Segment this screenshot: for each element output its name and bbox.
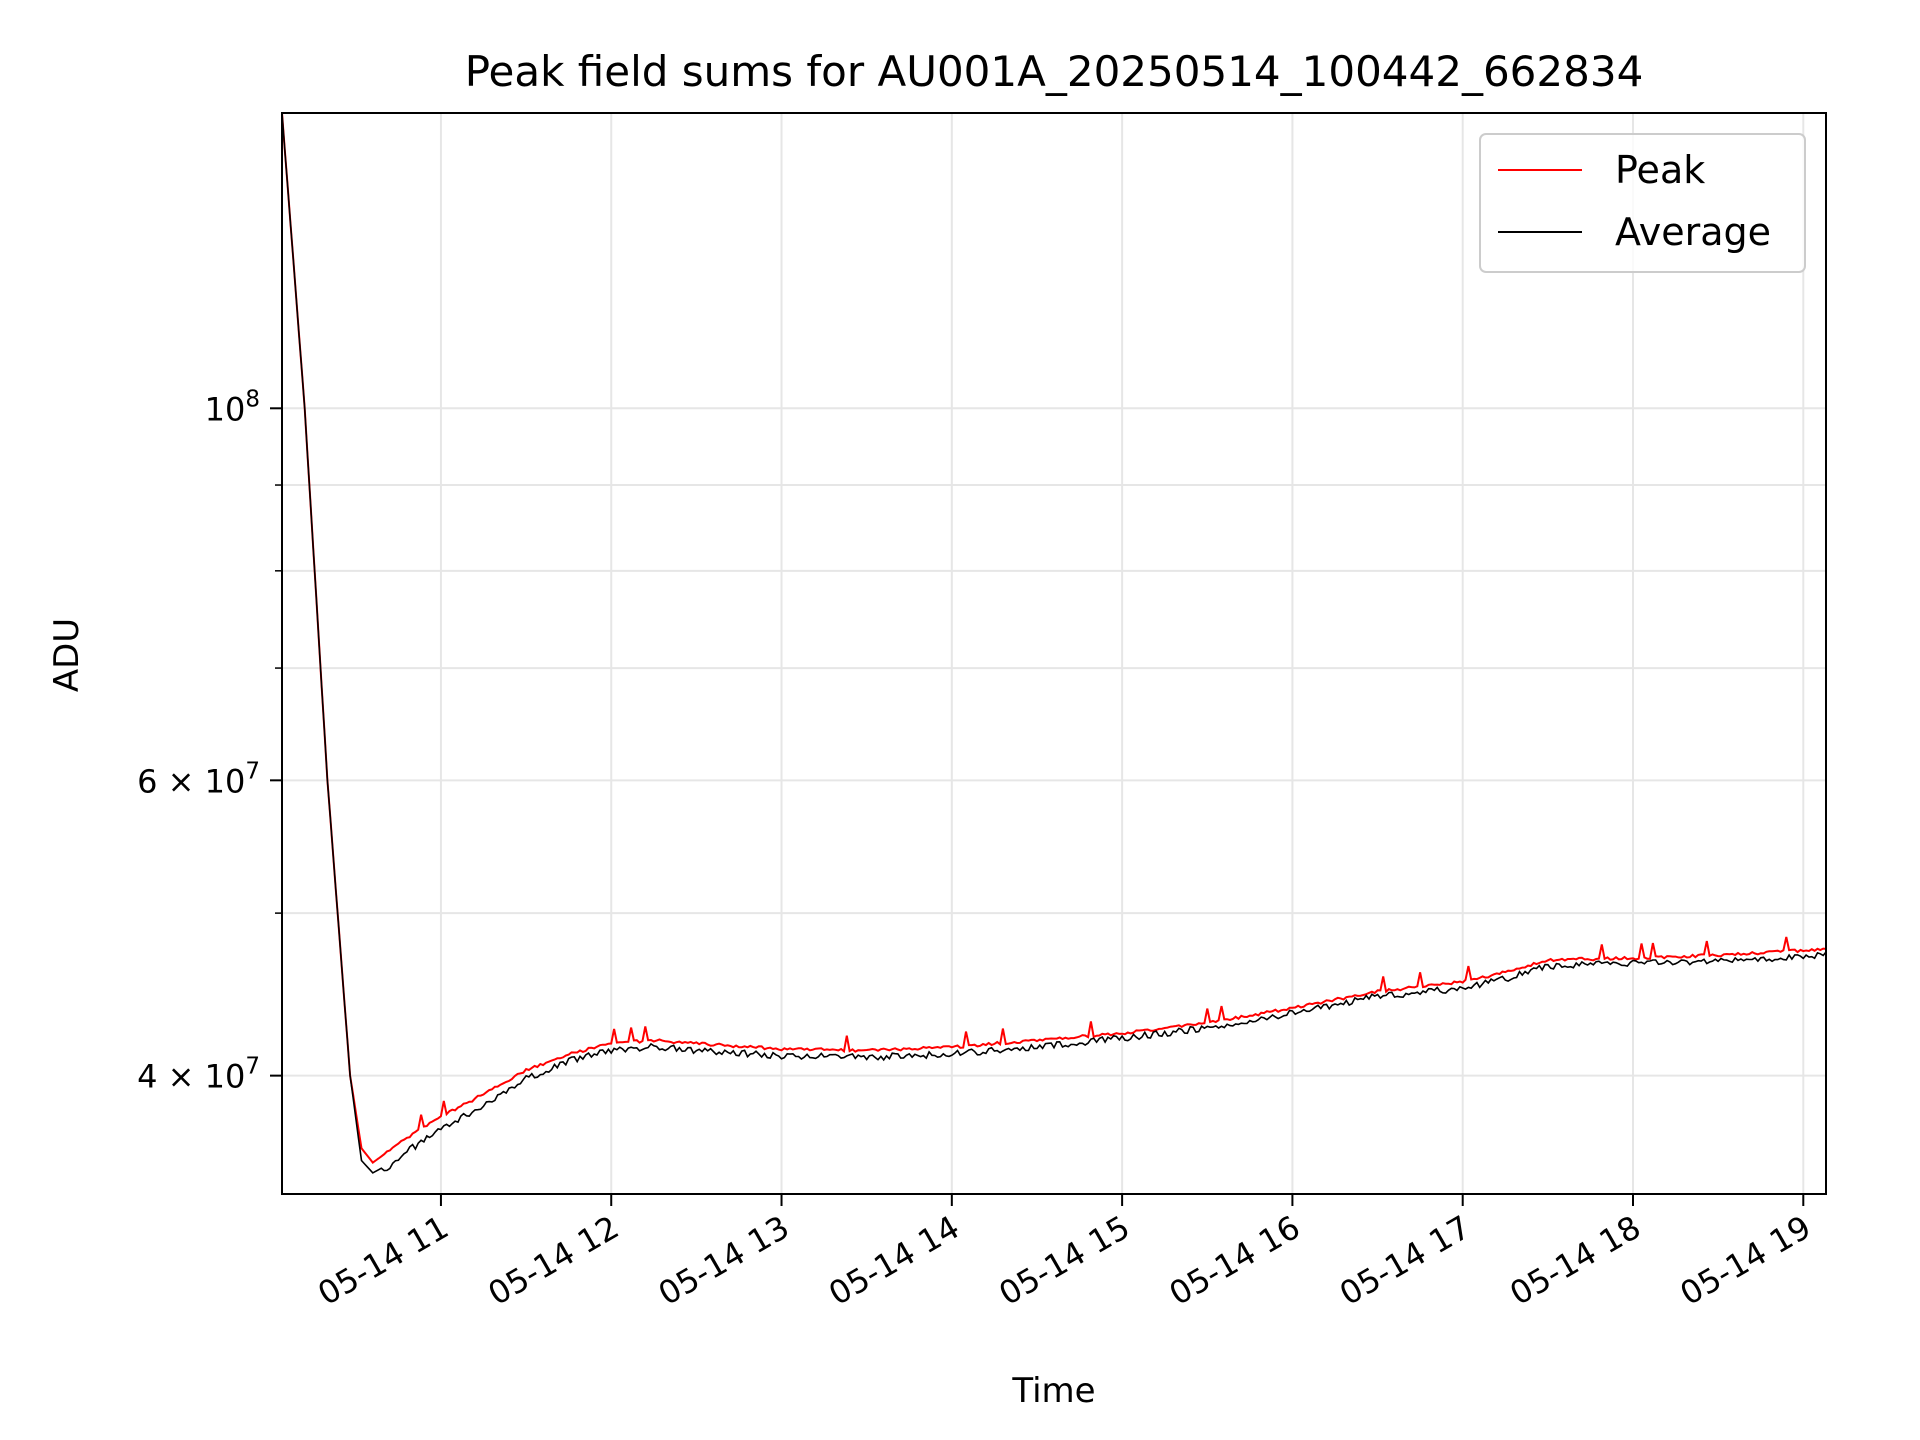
plot-lines: [282, 113, 1826, 1174]
grid: [282, 113, 1826, 1194]
plot-frame: [281, 112, 1827, 1195]
legend-average-label: Average: [1615, 210, 1771, 254]
y-tick-label: 6 × 107: [137, 758, 260, 800]
legend: Peak Average: [1479, 133, 1806, 273]
y-tick-label: 108: [205, 386, 260, 428]
series-line-peak: [282, 113, 1826, 1164]
legend-peak-label: Peak: [1615, 148, 1705, 192]
y-axis-ticks: 108 6 × 107 4 × 107: [137, 386, 282, 1096]
x-axis-label: Time: [1011, 1371, 1095, 1411]
chart-title: Peak field sums for AU001A_20250514_1004…: [465, 47, 1644, 96]
y-axis-label: ADU: [47, 618, 87, 692]
series-line-average: [282, 113, 1826, 1174]
legend-box: [1479, 133, 1806, 273]
y-tick-label: 4 × 107: [137, 1054, 260, 1096]
